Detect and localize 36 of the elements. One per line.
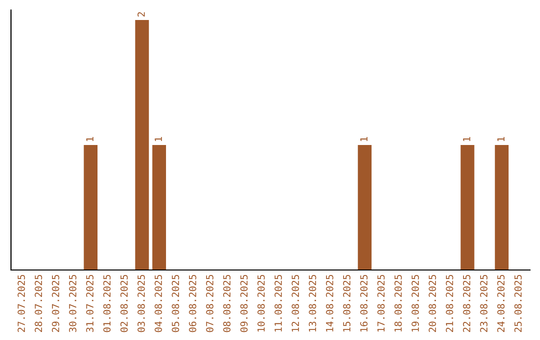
data-label: 1 bbox=[86, 137, 94, 142]
x-tick-label: 05.08.2025 bbox=[172, 274, 180, 332]
x-tick-label: 17.08.2025 bbox=[377, 274, 385, 332]
x-tick-label: 16.08.2025 bbox=[360, 274, 368, 332]
data-label: 1 bbox=[360, 137, 368, 142]
x-tick-label: 07.08.2025 bbox=[206, 274, 214, 332]
data-label: 1 bbox=[497, 137, 504, 142]
x-tick-label: 28.07.2025 bbox=[34, 274, 42, 332]
x-tick-label: 29.07.2025 bbox=[52, 274, 60, 332]
x-tick-label: 12.08.2025 bbox=[292, 274, 300, 332]
x-tick-label: 30.07.2025 bbox=[69, 274, 76, 332]
x-tick-label: 31.07.2025 bbox=[86, 274, 94, 332]
x-tick-label: 19.08.2025 bbox=[412, 274, 419, 332]
x-tick-label: 06.08.2025 bbox=[188, 274, 196, 332]
data-label: 1 bbox=[154, 137, 162, 142]
x-tick-label: 15.08.2025 bbox=[343, 274, 350, 332]
x-tick-label: 20.08.2025 bbox=[428, 274, 436, 332]
x-tick-label: 22.08.2025 bbox=[462, 274, 470, 332]
x-tick-label: 23.08.2025 bbox=[480, 274, 488, 332]
x-tick-label: 03.08.2025 bbox=[138, 274, 145, 332]
x-tick-label: 11.08.2025 bbox=[274, 274, 282, 332]
data-label: 2 bbox=[138, 12, 145, 16]
x-tick-label: 18.08.2025 bbox=[394, 274, 402, 332]
x-tick-label: 25.08.2025 bbox=[514, 274, 522, 332]
x-tick-label: 01.08.2025 bbox=[103, 274, 111, 332]
x-tick-label: 09.08.2025 bbox=[240, 274, 248, 332]
x-tick-label: 10.08.2025 bbox=[257, 274, 265, 332]
x-tick-label: 21.08.2025 bbox=[446, 274, 454, 332]
x-tick-label: 02.08.2025 bbox=[120, 274, 128, 332]
x-tick-label: 14.08.2025 bbox=[326, 274, 334, 332]
data-label: 1 bbox=[463, 137, 470, 142]
x-tick-label: 27.07.2025 bbox=[18, 274, 25, 332]
x-tick-label: 04.08.2025 bbox=[154, 274, 162, 332]
x-tick-label: 08.08.2025 bbox=[223, 274, 231, 332]
x-tick-label: 24.08.2025 bbox=[497, 274, 505, 332]
x-tick-label: 13.08.2025 bbox=[308, 274, 316, 332]
